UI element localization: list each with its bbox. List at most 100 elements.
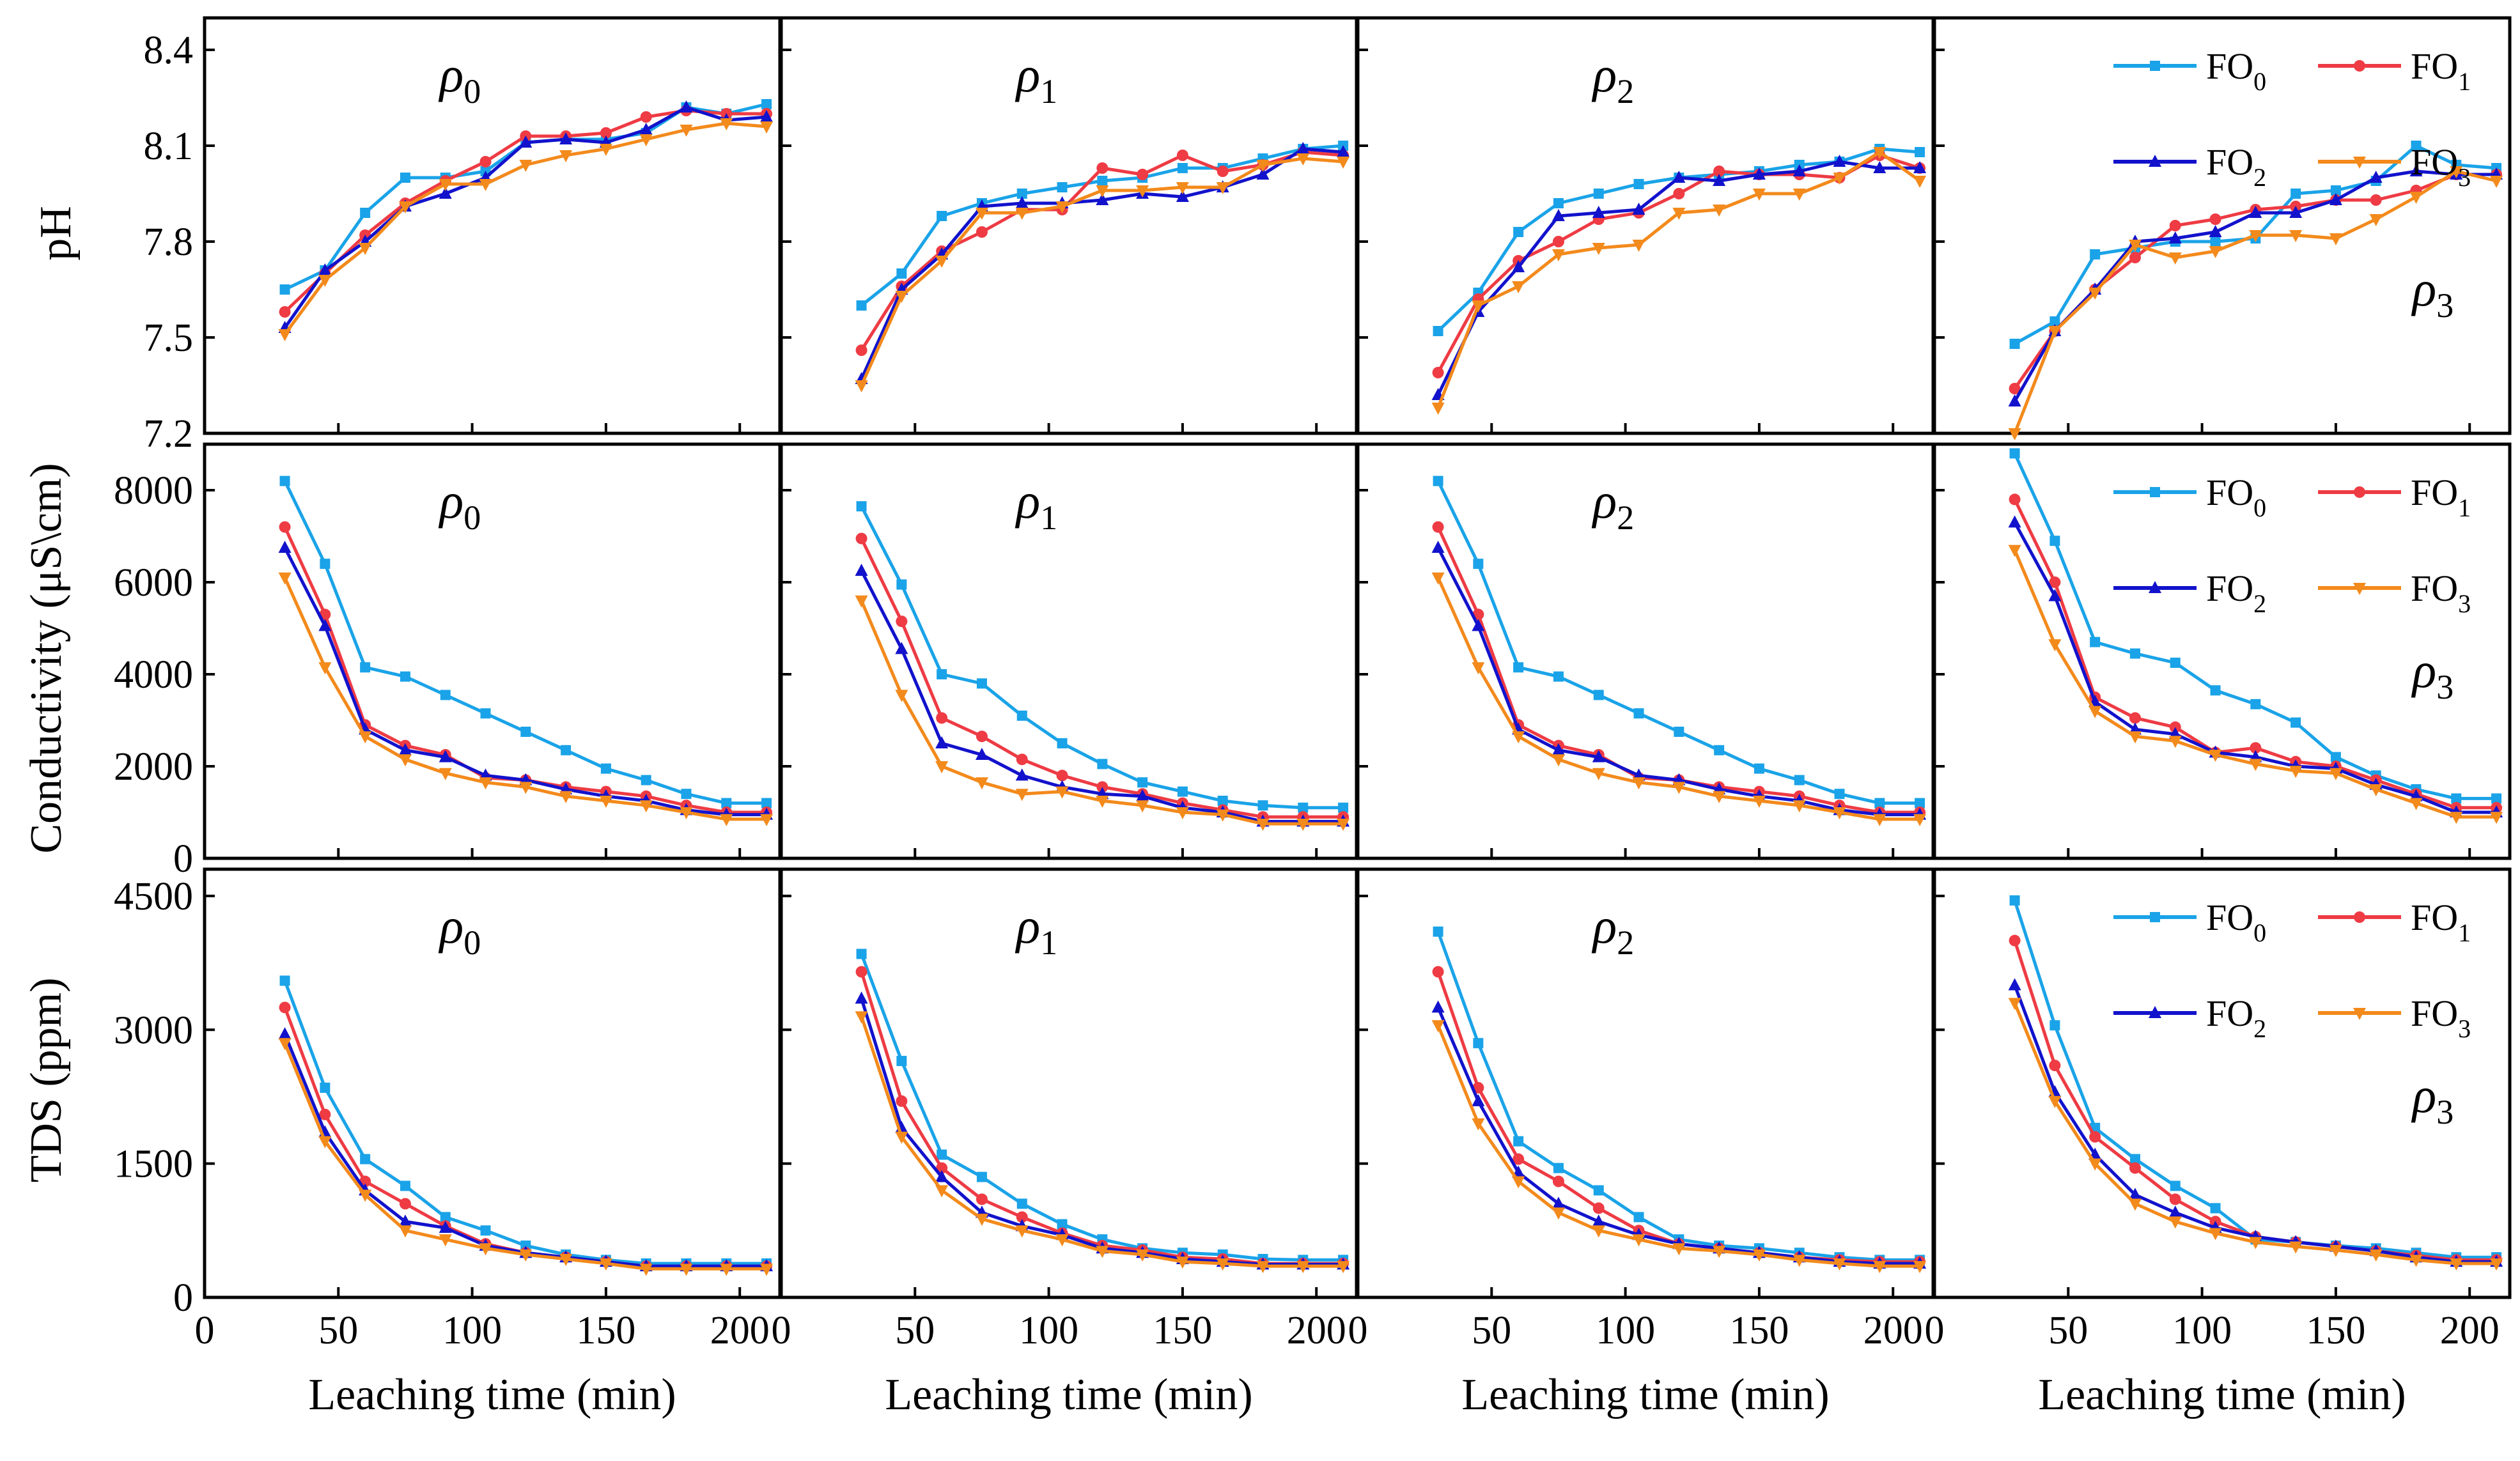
panel-label-sub: 2 [1617,499,1634,537]
point-FO3 [2490,1258,2503,1271]
x-tick-label: 200 [710,1309,770,1352]
point-FO3 [1296,1261,1310,1274]
legend-marker [2353,157,2366,169]
point-FO3 [1752,189,1766,201]
point-FO3 [1055,786,1069,799]
series-line-FO0 [283,480,767,805]
y-tick-label: 6000 [114,561,193,605]
point-FO3 [2289,766,2303,778]
point-FO3 [278,1038,292,1051]
ylabel-conductivity: Conductivity (μS\cm) [22,463,71,853]
panel-frame [1933,16,2512,435]
point-FO0 [2411,141,2422,151]
point-FO1 [1096,162,1108,174]
point-FO3 [599,1258,612,1271]
point-FO1 [976,226,988,238]
point-FO0 [1097,759,1108,769]
point-FO3 [278,572,292,585]
point-FO1 [2049,1060,2061,1072]
point-FO2 [1512,260,1525,272]
legend-label-sub: 2 [2253,1014,2266,1043]
point-FO0 [2090,637,2101,647]
point-FO3 [2048,326,2062,338]
point-FO3 [1136,185,1149,197]
point-FO3 [2369,1249,2383,1262]
point-FO2 [2168,1205,2182,1218]
point-FO2 [2289,206,2303,218]
y-tick-label: 7.8 [144,220,194,264]
panel-label-base: ρ [2411,642,2436,698]
x-tick-label: 0 [1348,1309,1368,1352]
point-FO2 [935,1170,949,1182]
point-FO3 [359,1189,372,1202]
point-FO1 [399,1198,411,1210]
panel-label: ρ1 [1015,47,1057,111]
point-FO1 [1016,1211,1028,1223]
series-line-FO0 [1436,931,1920,1262]
point-FO0 [1513,1136,1524,1147]
y-tick-label: 0 [173,837,193,881]
point-FO0 [1513,227,1524,237]
y-tick-label: 4500 [114,875,193,918]
x-tick-label: 200 [1287,1309,1346,1352]
point-FO3 [855,1011,868,1024]
point-FO1 [1056,769,1068,782]
point-FO3 [639,1264,653,1276]
point-FO2 [2249,206,2262,218]
series-line-FO2 [1436,1007,1920,1265]
legend-label-base: FO [2206,141,2253,183]
point-FO0 [2210,685,2221,696]
point-FO0 [2009,339,2020,349]
point-FO2 [1176,190,1189,202]
point-FO0 [1057,182,1068,192]
point-FO3 [2369,784,2383,796]
point-FO3 [559,1253,573,1266]
point-FO0 [1633,708,1644,719]
legend-label-sub: 2 [2253,589,2266,618]
legend-label: FO3 [2411,568,2471,618]
series-line-FO0 [283,980,767,1265]
point-FO0 [1137,777,1148,788]
legend-label: FO2 [2206,141,2266,192]
point-FO3 [895,291,908,303]
legend-label-sub: 1 [2458,493,2471,522]
point-FO0 [856,501,867,512]
point-FO3 [2128,731,2142,744]
point-FO3 [1873,814,1886,826]
legend-label: FO3 [2411,993,2471,1043]
point-FO2 [1552,1196,1565,1209]
point-FO3 [559,791,573,803]
panel-label-base: ρ [1592,473,1617,529]
point-FO0 [1016,1198,1027,1209]
legend-item-FO3: FO3 [2318,993,2471,1043]
point-FO2 [1672,171,1686,183]
panel-label-base: ρ [1015,898,1040,954]
point-FO0 [2210,236,2221,247]
legend-item-FO3: FO3 [2318,568,2471,618]
point-FO0 [1754,763,1764,774]
point-FO3 [680,1264,693,1276]
point-FO3 [895,690,908,702]
point-FO3 [1176,1256,1189,1269]
legend-label-base: FO [2411,568,2458,609]
point-FO0 [1257,800,1268,811]
point-FO1 [896,615,908,628]
legend-label-base: FO [2206,993,2253,1034]
point-FO0 [2049,316,2060,327]
point-FO2 [2329,193,2342,205]
point-FO0 [896,1056,907,1067]
ylabel-ph: pH [31,206,81,261]
point-FO2 [2008,394,2021,406]
point-FO3 [359,243,372,255]
point-FO2 [318,263,332,275]
y-tick-label: 8.4 [144,29,194,72]
point-FO3 [720,1264,733,1276]
point-FO3 [1296,819,1310,831]
point-FO0 [2129,1154,2140,1164]
legend-label: FO2 [2206,568,2266,618]
point-FO0 [279,975,290,986]
point-FO0 [2009,895,2020,906]
point-FO3 [519,782,533,794]
point-FO2 [1552,209,1565,221]
panel-label: ρ3 [2411,1067,2454,1131]
